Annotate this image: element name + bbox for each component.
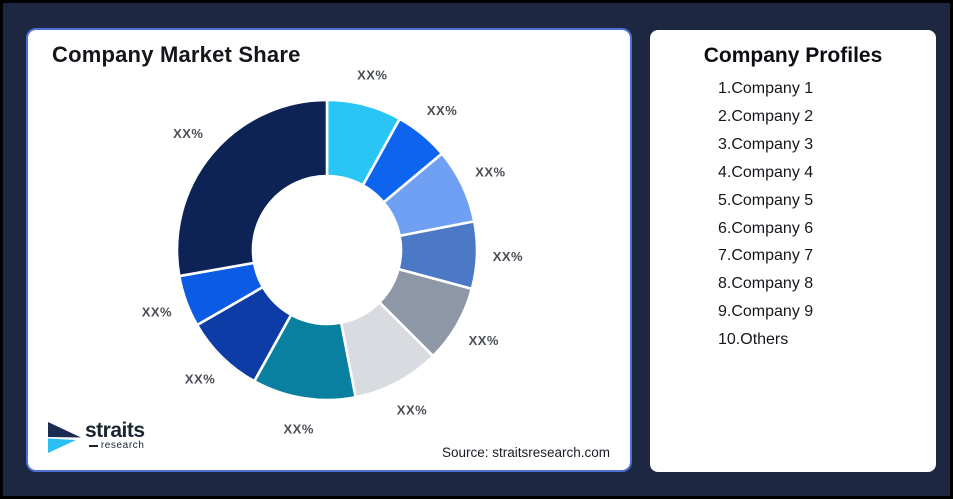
profiles-list-item: 5.Company 5	[718, 191, 814, 209]
label-segment-6: XX%	[397, 402, 427, 417]
profiles-list-item: 9.Company 9	[718, 303, 814, 321]
market-share-card: Company Market Share XX% XX% XX% XX% XX% XX% X…	[28, 30, 630, 470]
logo-brand-text: straits	[85, 419, 145, 442]
label-segment-4: XX%	[493, 249, 523, 264]
source-note: Source: straitsresearch.com	[441, 445, 610, 460]
label-segment-10: XX%	[173, 126, 203, 141]
profiles-list-item: 2.Company 2	[718, 107, 814, 125]
logo-text-block: straits research	[85, 420, 145, 451]
donut-chart: XX% XX% XX% XX% XX% XX% XX% XX% XX% XX%	[142, 67, 523, 436]
profiles-list-item: 4.Company 4	[718, 163, 814, 181]
straits-logo-icon	[48, 422, 81, 453]
logo-brand-subtext: research	[100, 440, 145, 451]
profiles-list-item: 7.Company 7	[718, 247, 814, 265]
donut-segment-10	[175, 98, 329, 278]
company-profiles-card: Company Profiles 1.Company 1 2.Company 2 3…	[650, 30, 936, 472]
label-segment-5: XX%	[469, 333, 499, 348]
profiles-list-item: 6.Company 6	[718, 219, 814, 237]
logo-dash	[88, 445, 98, 447]
logo-subrow: research	[85, 441, 145, 451]
profiles-title: Company Profiles	[703, 44, 883, 67]
label-segment-3: XX%	[475, 165, 505, 180]
profiles-list-item: 1.Company 1	[718, 80, 814, 97]
straits-logo: straits research	[48, 420, 145, 454]
label-segment-2: XX%	[427, 103, 457, 118]
profiles-list: 1.Company 1 2.Company 2 3.Company 3 4.Compa…	[718, 75, 813, 354]
profiles-list-item: 8.Company 8	[718, 275, 814, 293]
profiles-list-item: 3.Company 3	[718, 135, 814, 153]
chart-title: Company Market Share	[52, 42, 301, 67]
label-segment-9: XX%	[142, 304, 172, 319]
label-segment-8: XX%	[185, 372, 215, 387]
label-segment-1: XX%	[357, 67, 387, 82]
label-segment-7: XX%	[283, 421, 313, 436]
profiles-list-item: 10.Others	[718, 331, 789, 349]
